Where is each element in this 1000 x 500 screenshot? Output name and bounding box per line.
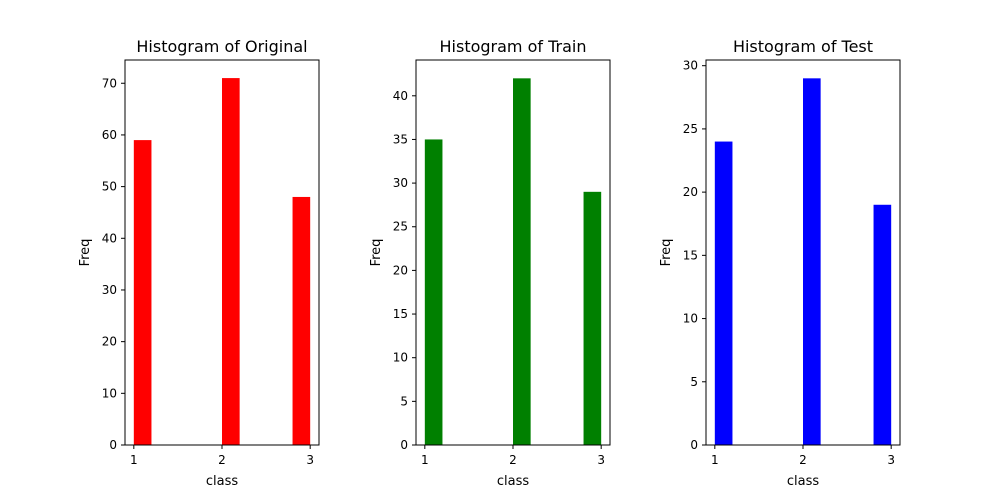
y-tick-label: 5 <box>400 394 408 408</box>
y-tick-label: 0 <box>109 438 117 452</box>
x-axis-label: class <box>206 474 238 489</box>
y-tick-label: 40 <box>102 231 117 245</box>
bar-2 <box>803 78 821 445</box>
y-tick-label: 20 <box>393 263 408 277</box>
x-tick-label: 1 <box>421 453 429 467</box>
bar-3 <box>583 191 602 445</box>
bar-3 <box>873 204 892 445</box>
bar-1 <box>133 140 152 445</box>
y-tick-label: 30 <box>683 59 698 73</box>
y-tick-label: 70 <box>102 76 117 90</box>
y-tick-label: 15 <box>393 307 408 321</box>
x-tick-label: 2 <box>799 453 807 467</box>
y-tick-label: 10 <box>393 351 408 365</box>
y-tick-label: 5 <box>690 375 698 389</box>
y-tick-label: 30 <box>102 283 117 297</box>
chart-title: Histogram of Test <box>733 37 873 56</box>
y-axis-label: Freq <box>369 239 384 267</box>
y-tick-label: 35 <box>393 132 408 146</box>
chart-title: Histogram of Original <box>136 37 307 56</box>
y-axis-label: Freq <box>659 239 674 267</box>
x-axis-label: class <box>787 474 819 489</box>
x-tick-label: 2 <box>509 453 517 467</box>
y-tick-label: 10 <box>102 386 117 400</box>
y-tick-label: 40 <box>393 89 408 103</box>
y-tick-label: 20 <box>683 185 698 199</box>
y-tick-label: 60 <box>102 128 117 142</box>
x-tick-label: 3 <box>887 453 895 467</box>
y-tick-label: 20 <box>102 335 117 349</box>
x-tick-label: 3 <box>597 453 605 467</box>
y-tick-label: 50 <box>102 180 117 194</box>
bar-1 <box>714 141 733 445</box>
y-tick-label: 0 <box>690 438 698 452</box>
y-tick-label: 10 <box>683 312 698 326</box>
x-tick-label: 1 <box>130 453 138 467</box>
x-tick-label: 2 <box>218 453 226 467</box>
y-tick-label: 25 <box>683 122 698 136</box>
bar-1 <box>424 139 443 445</box>
x-tick-label: 1 <box>711 453 719 467</box>
chart-title: Histogram of Train <box>440 37 587 56</box>
bar-2 <box>222 78 240 445</box>
y-axis-label: Freq <box>78 239 93 267</box>
chart-test: Histogram of Test class Freq 1 2 305101520… <box>659 37 901 489</box>
bar-2 <box>513 78 531 445</box>
x-tick-label: 3 <box>306 453 314 467</box>
y-tick-label: 25 <box>393 220 408 234</box>
x-axis-label: class <box>497 474 529 489</box>
y-tick-label: 0 <box>400 438 408 452</box>
chart-train: Histogram of Train class Freq 1 2 30510152… <box>369 37 611 489</box>
y-tick-label: 30 <box>393 176 408 190</box>
y-tick-label: 15 <box>683 248 698 262</box>
chart-original: Histogram of Original class Freq 1 2 30102… <box>78 37 320 489</box>
bar-3 <box>292 196 311 445</box>
